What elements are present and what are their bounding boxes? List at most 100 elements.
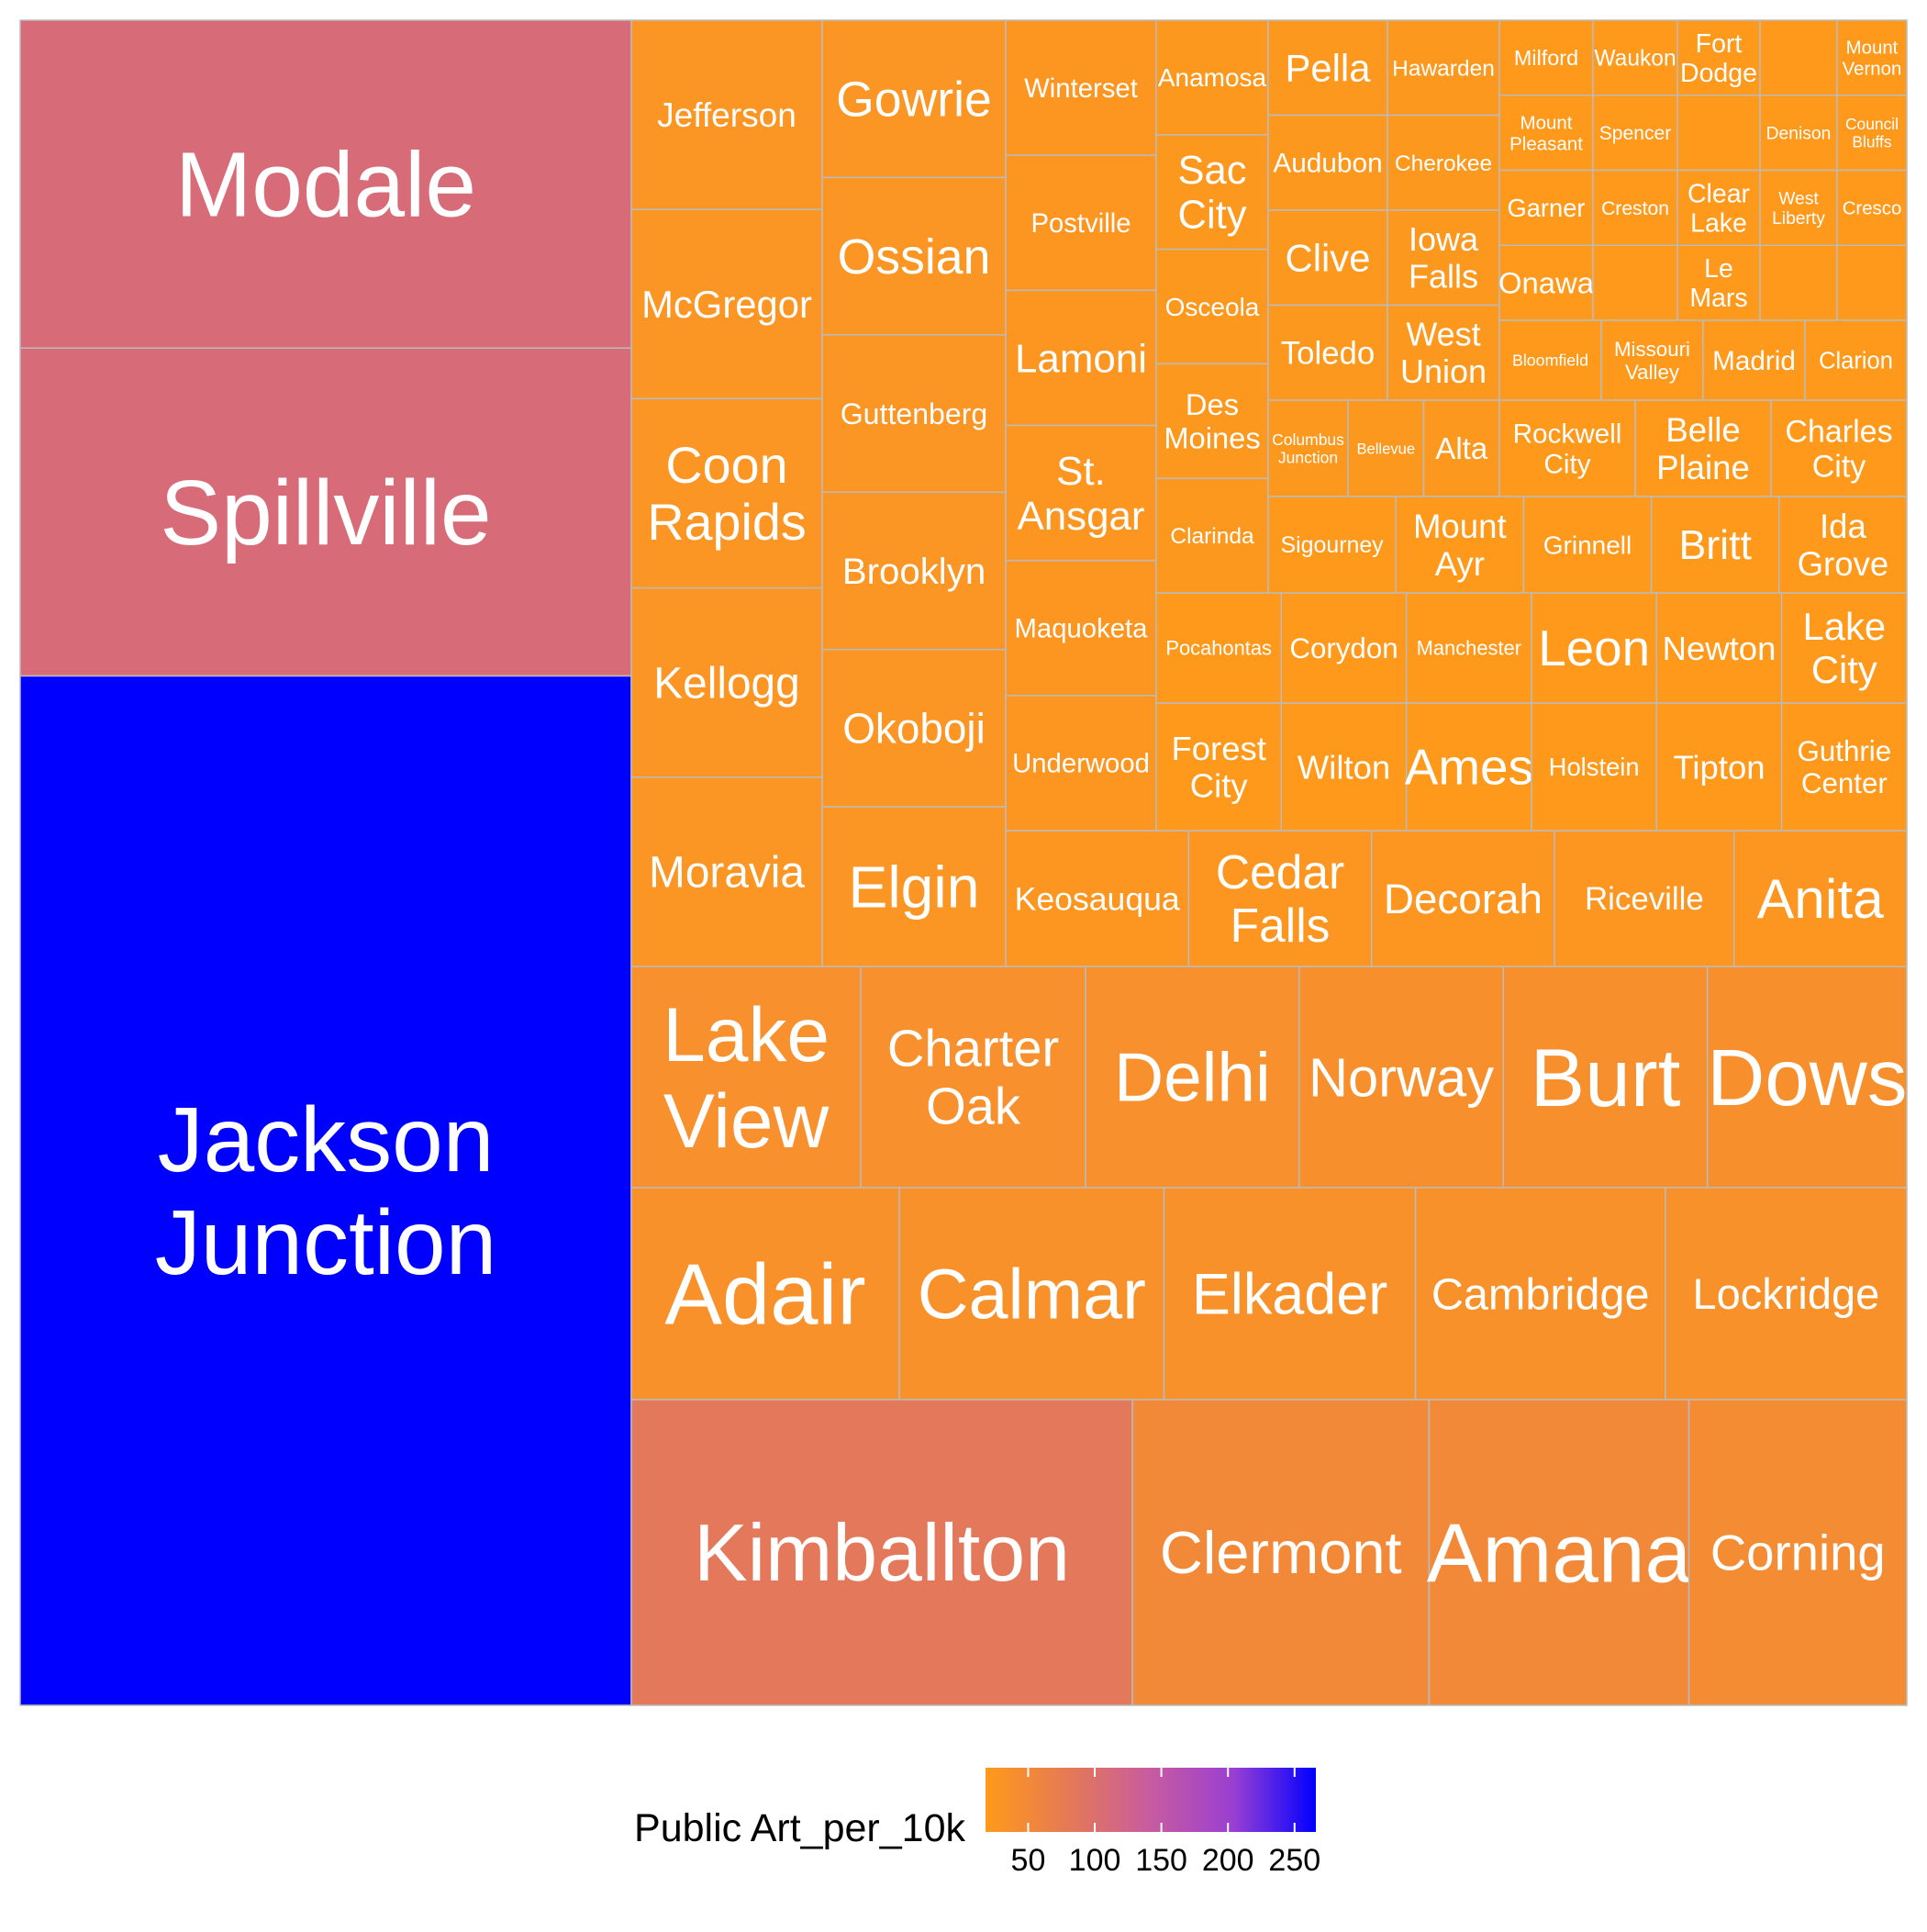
- tile-label: Amana: [1427, 1507, 1692, 1600]
- tile-label: Grinnell: [1543, 530, 1632, 559]
- tile-label: Spillville: [160, 462, 491, 564]
- tile-rect: [1836, 95, 1908, 172]
- tile-rect: [1155, 363, 1269, 479]
- tile-rect: [1592, 244, 1678, 321]
- tile-lockridge: Lockridge: [1665, 1187, 1908, 1401]
- tile-rect: [1387, 19, 1500, 117]
- tile-des-moines: Des Moines: [1155, 363, 1269, 479]
- tile-elkader: Elkader: [1163, 1187, 1417, 1401]
- tile-adair: Adair: [630, 1187, 900, 1401]
- tile-norway: Norway: [1298, 966, 1504, 1189]
- tile-label: Le Mars: [1689, 254, 1747, 313]
- tile-belle-plaine: Belle Plaine: [1634, 399, 1772, 497]
- tile-label: Garner: [1508, 194, 1586, 222]
- tile-rect: [1005, 19, 1157, 156]
- tile-label: Kimballton: [694, 1508, 1070, 1598]
- legend-tick-label: 100: [1069, 1843, 1121, 1878]
- tile-label: Ames: [1405, 739, 1533, 796]
- tile-missouri-valley: Missouri Valley: [1600, 319, 1704, 401]
- tile-delhi: Delhi: [1085, 966, 1300, 1189]
- tile-rect: [1836, 244, 1908, 321]
- tile-cedar-falls: Cedar Falls: [1187, 830, 1373, 967]
- tile-label: Manchester: [1417, 637, 1521, 660]
- tile-label: Riceville: [1585, 881, 1704, 917]
- tile-rect: [1676, 95, 1761, 172]
- tile-rect: [821, 806, 1007, 967]
- tile-iowa-falls: Iowa Falls: [1387, 209, 1500, 307]
- tile-label: Council Bluffs: [1845, 115, 1899, 151]
- tile-label: Lake View: [663, 991, 830, 1164]
- tile-rect: [1732, 830, 1908, 967]
- tile-rect: [1836, 19, 1908, 96]
- legend-tick-label: 250: [1268, 1843, 1320, 1878]
- tile-britt: Britt: [1650, 496, 1780, 594]
- tile-label: Mount Vernon: [1843, 39, 1902, 80]
- tile-west-union: West Union: [1387, 304, 1500, 401]
- tile-label: Guttenberg: [841, 397, 988, 430]
- tile-guthrie-center: Guthrie Center: [1780, 702, 1908, 832]
- tile-rect: [1655, 592, 1783, 704]
- tile-label: Tipton: [1673, 748, 1765, 786]
- tile-anita: Anita: [1732, 830, 1908, 967]
- tile-manchester: Manchester: [1405, 592, 1532, 704]
- tile-fort-dodge: Fort Dodge: [1676, 19, 1761, 96]
- tile-pocahontas: Pocahontas: [1155, 592, 1283, 704]
- tile-label: Britt: [1678, 523, 1752, 568]
- tile-label: Sigourney: [1281, 532, 1385, 558]
- tile-kimballton: Kimballton: [630, 1399, 1133, 1706]
- tile-label: Bellevue: [1356, 440, 1415, 457]
- tile-rect: [1005, 695, 1157, 832]
- tile-mcgregor: McGregor: [630, 208, 823, 400]
- tile-label: Holstein: [1549, 753, 1640, 781]
- tile-label: Cambridge: [1431, 1270, 1650, 1320]
- tile-rect: [1405, 592, 1532, 704]
- tile-rect: [1650, 496, 1780, 594]
- tile-coon-rapids: Coon Rapids: [630, 397, 823, 589]
- tile-rect: [1759, 19, 1838, 96]
- tile-elgin: Elgin: [821, 806, 1007, 967]
- tile-brooklyn: Brooklyn: [821, 491, 1007, 651]
- tile-rect: [1267, 114, 1388, 211]
- tile-ida-grove: Ida Grove: [1778, 496, 1908, 594]
- tile-moravia: Moravia: [630, 776, 823, 967]
- tile-postville: Postville: [1005, 154, 1157, 292]
- tile-label: Cedar Falls: [1216, 845, 1344, 952]
- tile-creston: Creston: [1592, 169, 1678, 246]
- tile-rect: [19, 19, 632, 349]
- tile-label: Spencer: [1599, 123, 1672, 144]
- tile-rect: [630, 966, 862, 1189]
- tile-label: Pocahontas: [1165, 637, 1272, 660]
- tile-label: Jackson Junction: [155, 1089, 496, 1294]
- tile-forest-city: Forest City: [1155, 702, 1283, 832]
- tile-label: Toledo: [1281, 335, 1376, 371]
- tile-label: Anamosa: [1158, 63, 1267, 92]
- tile-label: Clermont: [1160, 1519, 1402, 1586]
- tile-label: Columbus Junction: [1272, 430, 1344, 467]
- tile-rect: [1592, 169, 1678, 246]
- tile-unlabeled: [1836, 244, 1908, 321]
- tile-label: Mount Pleasant: [1509, 112, 1583, 154]
- tile-lake-city: Lake City: [1780, 592, 1908, 704]
- legend-ticks: 50 100 150 200 250: [1011, 1768, 1320, 1878]
- tile-clarion: Clarion: [1804, 319, 1908, 401]
- tile-wilton: Wilton: [1280, 702, 1408, 832]
- tile-winterset: Winterset: [1005, 19, 1157, 156]
- tile-leon: Leon: [1531, 592, 1658, 704]
- tile-label: St. Ansgar: [1017, 449, 1144, 539]
- tile-clermont: Clermont: [1131, 1399, 1431, 1706]
- tile-gowrie: Gowrie: [821, 19, 1007, 179]
- tile-rect: [1600, 319, 1704, 401]
- tile-amana: Amana: [1427, 1399, 1692, 1706]
- tile-label: West Union: [1400, 316, 1487, 390]
- legend-title: Public Art_per_10k: [634, 1806, 965, 1850]
- tile-rect: [1155, 592, 1283, 704]
- treemap-tiles: Modale Spillville Jackson Junction Lake View C…: [19, 19, 1908, 1706]
- tile-label: Iowa Falls: [1409, 220, 1479, 295]
- tile-rect: [1387, 209, 1500, 307]
- tile-label: Jefferson: [657, 95, 796, 134]
- tile-mount-pleasant: Mount Pleasant: [1498, 95, 1594, 172]
- tile-hawarden: Hawarden: [1387, 19, 1500, 117]
- tile-burt: Burt: [1502, 966, 1709, 1189]
